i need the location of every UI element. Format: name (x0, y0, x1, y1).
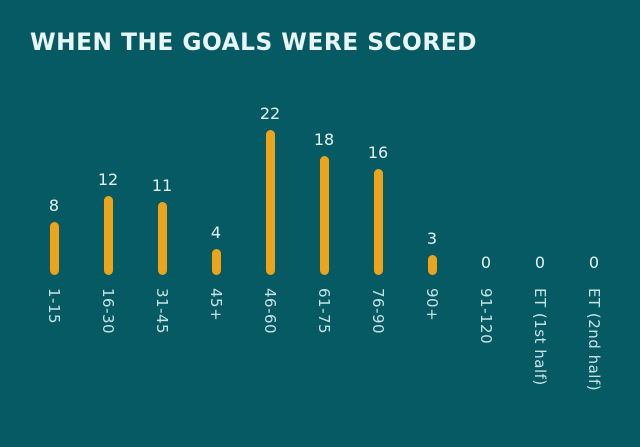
value-label: 0 (534, 252, 546, 272)
bar-column: 16 (351, 143, 405, 275)
category-label: 45+ (207, 287, 225, 321)
bar-chart: 8 12 11 4 22 18 16 3 0 0 0 1-15 16-30 31-45 45+ 46-60 6… (27, 100, 621, 416)
value-label: 0 (588, 252, 600, 272)
category-cell: 76-90 (351, 288, 405, 416)
category-cell: 91-120 (459, 288, 513, 416)
category-label: 16-30 (99, 287, 117, 334)
category-cell: 46-60 (243, 288, 297, 416)
category-cell: 45+ (189, 288, 243, 416)
bar-column: 22 (243, 104, 297, 275)
bar (103, 195, 113, 275)
category-label: 31-45 (153, 287, 171, 334)
bar (211, 248, 221, 275)
category-cell: ET (1st half) (513, 288, 567, 416)
category-cell: ET (2nd half) (567, 288, 621, 416)
plot-area: 8 12 11 4 22 18 16 3 0 0 0 (27, 100, 621, 275)
category-label: 1-15 (45, 287, 63, 324)
bar-column: 8 (27, 196, 81, 275)
bar (319, 155, 329, 275)
bar (49, 221, 59, 275)
category-cell: 31-45 (135, 288, 189, 416)
bar-column: 0 (567, 253, 621, 275)
value-label: 0 (480, 252, 492, 272)
category-cell: 90+ (405, 288, 459, 416)
category-label: ET (1st half) (531, 287, 549, 386)
category-cell: 1-15 (27, 288, 81, 416)
bar (427, 254, 437, 275)
category-label: 76-90 (369, 287, 387, 334)
bar-column: 0 (513, 253, 567, 275)
value-label: 12 (97, 169, 119, 189)
bar-column: 18 (297, 130, 351, 275)
value-label: 18 (313, 129, 335, 149)
bar-column: 12 (81, 170, 135, 275)
value-label: 3 (426, 228, 438, 248)
value-label: 11 (151, 175, 173, 195)
category-label: 90+ (423, 287, 441, 321)
category-label: 46-60 (261, 287, 279, 334)
chart-title: WHEN THE GOALS WERE SCORED (30, 28, 477, 56)
category-cell: 16-30 (81, 288, 135, 416)
value-label: 22 (259, 103, 281, 123)
category-label: 91-120 (477, 287, 495, 344)
category-label: 61-75 (315, 287, 333, 334)
bar (265, 129, 275, 275)
bar (157, 201, 167, 275)
value-label: 4 (210, 222, 222, 242)
bar-column: 11 (135, 176, 189, 275)
bar-column: 0 (459, 253, 513, 275)
category-cell: 61-75 (297, 288, 351, 416)
bar (373, 168, 383, 275)
category-label: ET (2nd half) (585, 287, 603, 391)
value-label: 8 (48, 195, 60, 215)
category-axis: 1-15 16-30 31-45 45+ 46-60 61-75 76-90 90+ 91-12… (27, 288, 621, 416)
value-label: 16 (367, 142, 389, 162)
bar-column: 3 (405, 229, 459, 275)
bar-column: 4 (189, 223, 243, 275)
